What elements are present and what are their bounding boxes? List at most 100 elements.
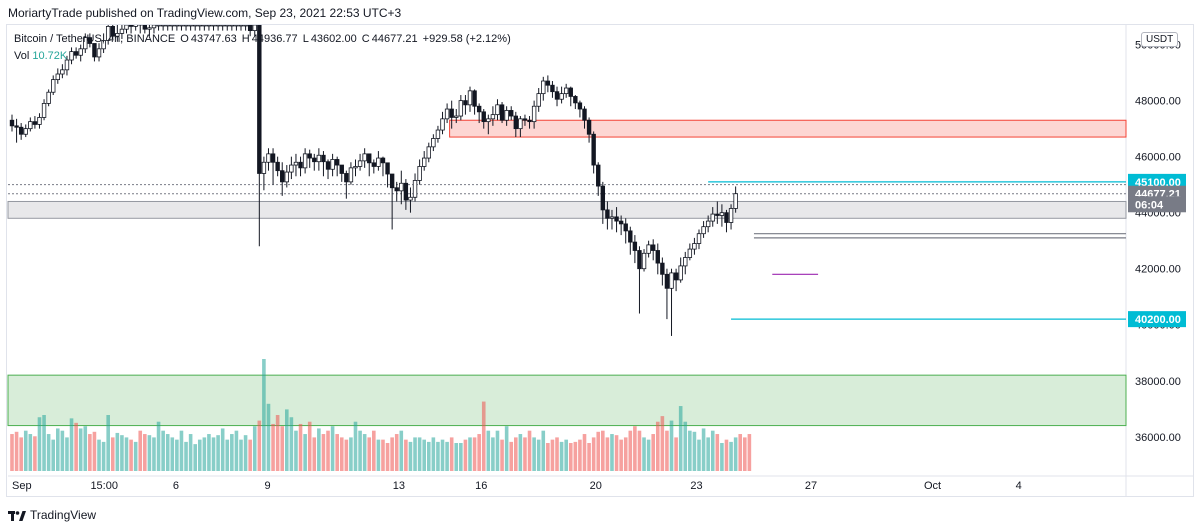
- volume-bar: [678, 406, 683, 471]
- candle-body: [321, 154, 326, 163]
- candle-body: [124, 25, 129, 30]
- candle-body: [115, 33, 120, 37]
- candle-body: [568, 87, 573, 97]
- candle-body: [385, 162, 390, 175]
- candle-body: [14, 125, 19, 128]
- volume-bar: [10, 434, 14, 471]
- volume-bar: [239, 439, 243, 471]
- candle-body: [641, 252, 647, 270]
- candle-body: [696, 233, 702, 244]
- volume-bar: [710, 430, 715, 471]
- tradingview-footer[interactable]: TradingView: [8, 508, 96, 522]
- volume-bar: [133, 441, 138, 471]
- candle-body: [660, 262, 665, 275]
- close-value: 44677.21: [371, 33, 418, 45]
- volume-bar: [568, 443, 573, 471]
- vol-label[interactable]: Vol: [14, 50, 30, 62]
- volume-bar: [197, 439, 202, 471]
- volume-bar: [715, 434, 720, 471]
- volume-bar: [605, 437, 610, 471]
- volume-bar: [216, 435, 220, 471]
- volume-bar: [394, 434, 399, 471]
- volume-bar: [431, 437, 436, 471]
- volume-bar: [669, 420, 674, 471]
- volume-bar: [19, 437, 23, 471]
- candle-body: [179, 25, 184, 27]
- volume-bar: [417, 437, 422, 471]
- candle-body: [275, 161, 280, 172]
- time-tick-label: 15:00: [90, 480, 118, 492]
- price-tick-label: 48000.00: [1135, 96, 1181, 108]
- volume-bar: [674, 437, 678, 471]
- brand-name: TradingView: [30, 508, 97, 522]
- volume-bar: [724, 439, 729, 471]
- candle-body: [238, 25, 244, 27]
- candle-body: [628, 230, 633, 243]
- symbol-title[interactable]: Bitcoin / TetherUS, 4h, BINANCE: [14, 33, 176, 45]
- candle-body: [728, 208, 734, 223]
- candle-body: [550, 84, 555, 93]
- candle-body: [389, 173, 395, 189]
- volume-bar: [582, 434, 587, 471]
- candle-body: [495, 104, 500, 116]
- candle-body: [664, 273, 670, 289]
- candle-body: [421, 157, 427, 167]
- candle-body: [92, 43, 97, 58]
- volume-bar: [243, 435, 248, 471]
- time-tick-label: Sep: [12, 480, 32, 492]
- candle-body: [151, 25, 157, 29]
- candle-body: [454, 115, 459, 118]
- time-tick-label: 13: [393, 480, 405, 492]
- volume-bar: [587, 443, 591, 471]
- volume-bar: [619, 439, 623, 471]
- candle-body: [298, 161, 303, 169]
- price-label-badge: [1128, 196, 1186, 213]
- volume-bar: [23, 430, 28, 471]
- volume-bar: [509, 441, 514, 471]
- candle-body: [577, 102, 583, 110]
- price-label-text: 40200.00: [1135, 314, 1181, 326]
- candle-body: [316, 154, 322, 163]
- volume-bar: [367, 437, 372, 471]
- candle-body: [371, 162, 377, 167]
- candle-body: [655, 250, 660, 264]
- volume-bar: [481, 401, 486, 471]
- price-label-text: 06:04: [1135, 199, 1164, 211]
- candle-body: [211, 25, 216, 27]
- candle-body: [302, 153, 308, 169]
- volume-bar: [46, 434, 51, 471]
- open-value: 43747.63: [190, 33, 237, 45]
- candle-body: [632, 241, 638, 251]
- candle-body: [458, 100, 464, 117]
- candle-body: [710, 213, 715, 222]
- volume-bar: [514, 437, 518, 471]
- price-tick-label: 46000.00: [1135, 152, 1181, 164]
- volume-bar: [426, 441, 431, 471]
- candle-body: [142, 25, 148, 30]
- candle-body: [334, 159, 340, 166]
- candle-body: [499, 104, 505, 121]
- currency-badge[interactable]: USDT: [1141, 32, 1179, 47]
- volume-bar: [550, 439, 555, 471]
- candle-body: [28, 121, 33, 130]
- candle-body: [554, 91, 560, 100]
- volume-bar: [110, 437, 115, 471]
- volume-bar: [637, 430, 642, 471]
- time-tick-label: 27: [805, 480, 817, 492]
- volume-bar: [381, 439, 385, 471]
- volume-bar: [179, 430, 184, 471]
- candle-body: [325, 161, 331, 170]
- candle-body: [531, 105, 537, 123]
- candle-body: [600, 185, 606, 211]
- candle-body: [83, 37, 88, 50]
- candle-body: [582, 108, 587, 121]
- candle-body: [412, 180, 418, 198]
- volume-bar: [188, 434, 193, 471]
- candle-body: [513, 115, 518, 130]
- time-tick-label: 23: [690, 480, 702, 492]
- candle-body: [504, 110, 509, 121]
- candle-body: [133, 25, 138, 27]
- candle-body: [399, 182, 404, 192]
- volume-bar: [106, 415, 110, 471]
